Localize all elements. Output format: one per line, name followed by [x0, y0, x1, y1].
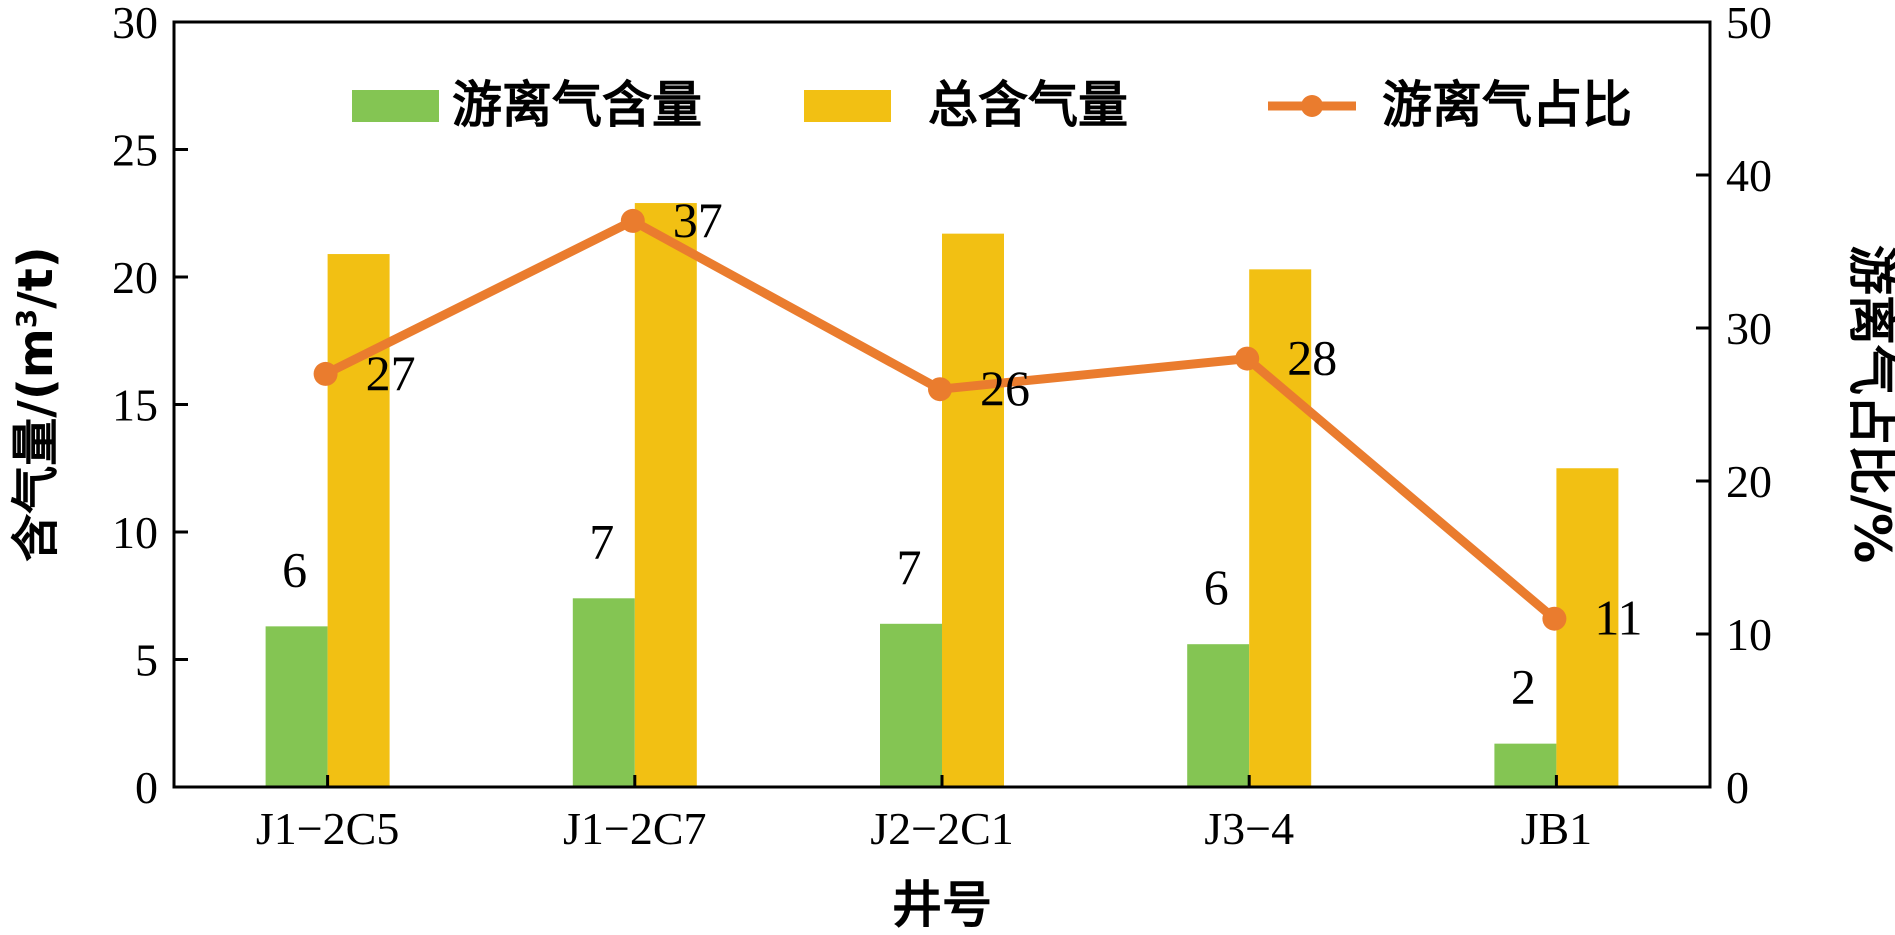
bar-total-gas	[327, 254, 390, 788]
x-axis-ticks: J1−2C5 J1−2C7 J2−2C1 J3−4 JB1	[256, 775, 1592, 854]
x-tick-label: JB1	[1521, 803, 1593, 854]
x-tick-label: J1−2C7	[563, 803, 707, 854]
ratio-value-label: 28	[1287, 330, 1337, 386]
legend-label-ratio: 游离气占比	[1382, 76, 1632, 134]
legend-label-free-gas: 游离气含量	[452, 76, 702, 134]
ratio-marker	[1542, 606, 1567, 631]
bar-value-label: 6	[1204, 559, 1229, 615]
y2-tick-label: 20	[1726, 456, 1772, 507]
x-axis-title: 井号	[892, 876, 992, 934]
ratio-marker	[620, 208, 645, 233]
bar-free-gas	[880, 623, 942, 787]
legend-label-total-gas: 总含气量	[928, 76, 1128, 134]
legend: 游离气含量 总含气量 游离气占比	[352, 76, 1632, 134]
total-gas-bars	[327, 203, 1619, 788]
y-tick-label: 5	[135, 635, 158, 686]
ratio-value-label: 11	[1594, 590, 1642, 646]
bar-free-gas	[572, 598, 635, 787]
y-tick-label: 25	[112, 125, 158, 176]
x-tick-label: J1−2C5	[256, 803, 400, 854]
y2-tick-label: 30	[1726, 303, 1772, 354]
bar-free-gas	[1187, 644, 1250, 787]
bar-total-gas	[1556, 468, 1619, 787]
y-axis-title: 含气量/(m3/t)	[8, 246, 64, 561]
ratio-value-label: 26	[980, 360, 1030, 416]
y-tick-label: 20	[112, 252, 158, 303]
bar-free-gas	[1494, 743, 1557, 787]
ratio-marker	[928, 377, 952, 402]
bar-free-gas	[265, 626, 328, 787]
legend-swatch-free-gas	[352, 90, 439, 122]
bar-value-label: 7	[897, 539, 922, 595]
y2-tick-label: 0	[1726, 762, 1749, 813]
free-gas-ratio-line	[313, 208, 1567, 631]
data-labels: 6 7 7 6 2 27 37 26 28 11	[282, 192, 1642, 715]
bar-total-gas	[942, 233, 1004, 787]
y2-axis-title: 游离气占比/%	[1843, 245, 1895, 563]
ratio-marker	[1235, 346, 1260, 371]
y2-tick-label: 50	[1726, 0, 1772, 48]
y2-tick-label: 40	[1726, 150, 1772, 201]
ratio-value-label: 27	[366, 345, 416, 401]
x-tick-label: J3−4	[1204, 803, 1294, 854]
x-tick-label: J2−2C1	[870, 803, 1014, 854]
bar-total-gas	[634, 203, 697, 788]
bar-value-label: 7	[589, 513, 614, 569]
ratio-marker	[313, 361, 338, 386]
right-axis-ticks: 0 10 20 30 40 50	[1696, 0, 1772, 813]
bar-value-label: 6	[282, 541, 307, 597]
y-tick-label: 10	[112, 507, 158, 558]
free-gas-bars	[265, 598, 1557, 787]
y-tick-label: 0	[135, 762, 158, 813]
bar-total-gas	[1249, 269, 1312, 788]
ratio-line-path	[323, 216, 1558, 623]
ratio-value-label: 37	[673, 192, 723, 248]
legend-swatch-ratio-marker	[1301, 95, 1323, 117]
legend-swatch-total-gas	[804, 90, 891, 122]
bar-value-label: 2	[1511, 659, 1536, 715]
y-tick-label: 15	[112, 380, 158, 431]
y-tick-label: 30	[112, 0, 158, 48]
left-axis-ticks: 0 5 10 15 20 25 30	[112, 0, 188, 813]
y2-tick-label: 10	[1726, 609, 1772, 660]
